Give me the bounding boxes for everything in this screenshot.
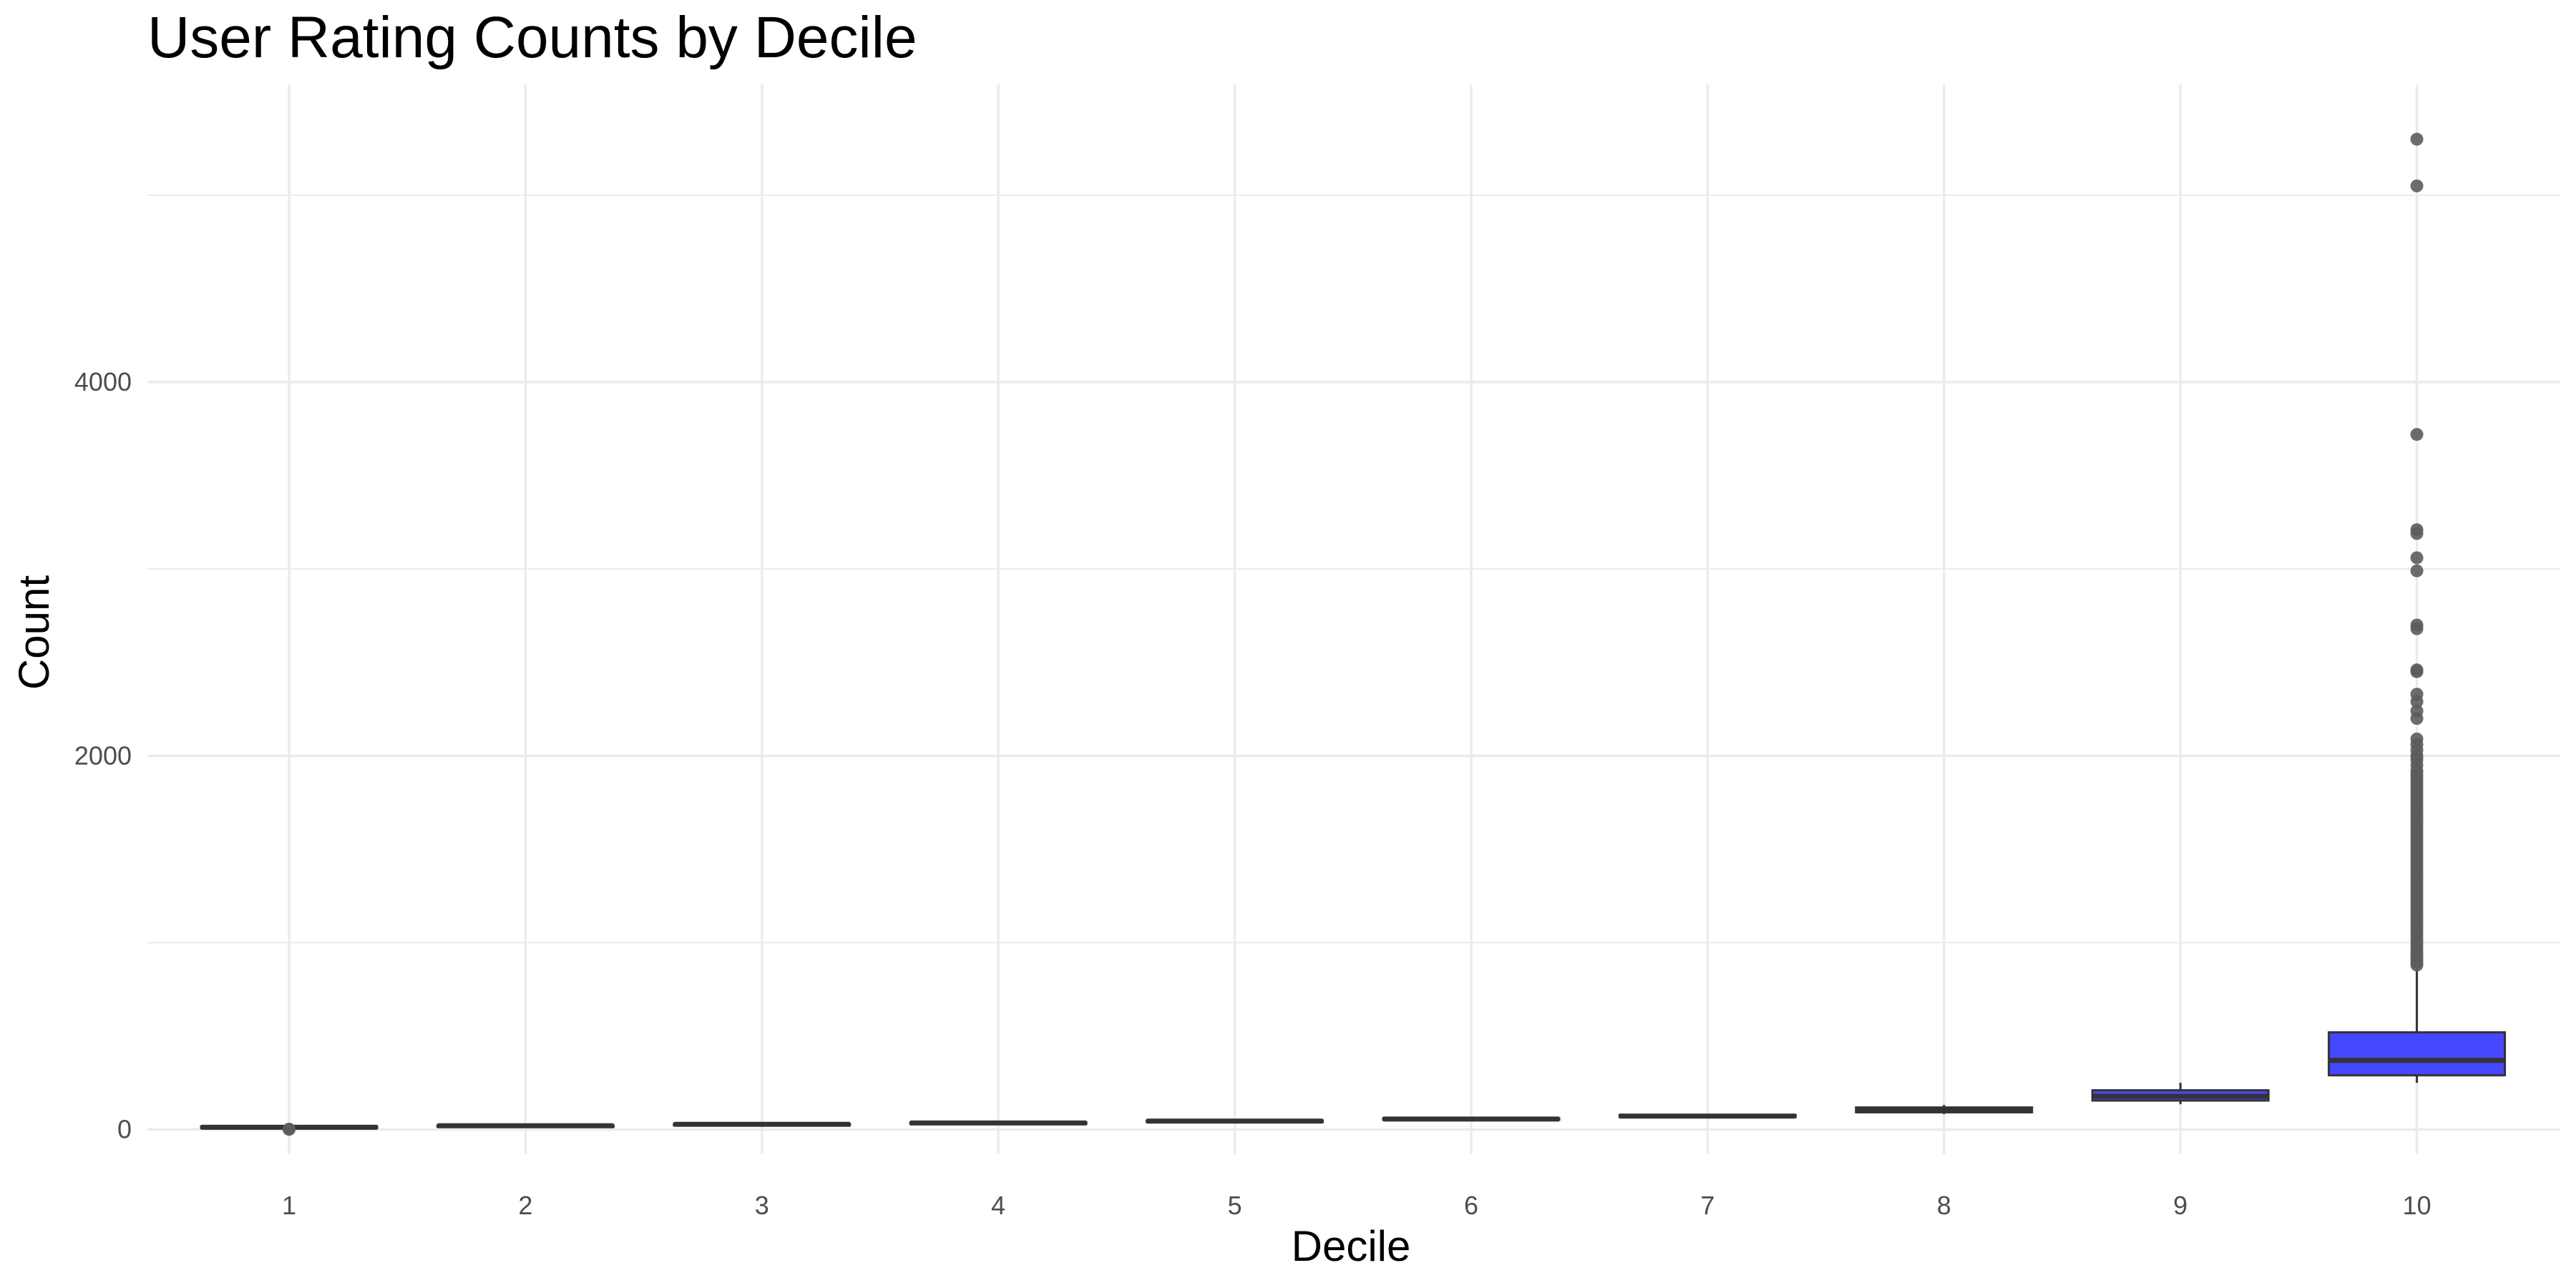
box-group xyxy=(1855,1105,2034,1115)
x-tick-label: 9 xyxy=(2173,1191,2187,1220)
y-tick-label: 4000 xyxy=(74,367,132,396)
plot-marks xyxy=(200,132,2507,1136)
x-tick-label: 3 xyxy=(755,1191,769,1220)
x-tick-label: 7 xyxy=(1700,1191,1714,1220)
outlier-point xyxy=(2410,132,2424,146)
outlier-point xyxy=(2410,179,2424,192)
x-axis-title: Decile xyxy=(1292,1222,1411,1270)
grid xyxy=(147,84,2560,1153)
outlier-point xyxy=(2410,704,2424,718)
outlier-point xyxy=(2410,564,2424,577)
outlier-point xyxy=(2410,663,2424,677)
box-group xyxy=(436,1123,615,1128)
outlier-point xyxy=(2410,688,2424,701)
y-axis-title: Count xyxy=(10,575,58,690)
box-group xyxy=(673,1121,852,1127)
y-tick-label: 2000 xyxy=(74,741,132,770)
chart-title: User Rating Counts by Decile xyxy=(147,5,917,70)
y-tick-label: 0 xyxy=(117,1115,132,1144)
tick-labels: 0 2000 4000 1 2 3 4 5 6 7 8 9 10 xyxy=(74,367,2431,1220)
outlier-point xyxy=(2410,618,2424,632)
x-tick-label: 2 xyxy=(518,1191,532,1220)
box-group xyxy=(1146,1118,1324,1124)
outlier-point xyxy=(2410,523,2424,537)
x-tick-label: 8 xyxy=(1937,1191,1951,1220)
box xyxy=(2328,1031,2507,1077)
outlier-point xyxy=(2410,428,2424,441)
outlier-point xyxy=(283,1122,296,1136)
outlier-point xyxy=(2410,732,2424,746)
box-group xyxy=(1382,1116,1561,1122)
box-group xyxy=(200,1122,379,1136)
x-tick-label: 1 xyxy=(282,1191,296,1220)
outlier-point xyxy=(2410,551,2424,565)
x-tick-label: 5 xyxy=(1228,1191,1242,1220)
box-group xyxy=(2091,1083,2270,1105)
x-tick-label: 10 xyxy=(2403,1191,2431,1220)
box-group xyxy=(2328,132,2507,1083)
x-tick-label: 4 xyxy=(991,1191,1005,1220)
box-group xyxy=(909,1120,1088,1126)
x-tick-label: 6 xyxy=(1464,1191,1478,1220)
box-group xyxy=(1618,1113,1797,1119)
